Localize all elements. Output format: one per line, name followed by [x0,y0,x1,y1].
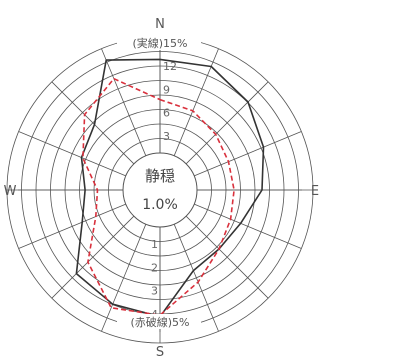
grid-spoke [185,215,269,299]
grid-spoke [51,215,135,299]
compass-south: S [156,345,164,360]
grid-spoke [101,224,147,332]
compass-north: N [155,17,165,32]
upper-tick-label: 12 [163,60,177,73]
calm-value: 1.0% [142,197,178,213]
grid-spoke [194,203,302,249]
grid-spoke [18,203,126,249]
grid-spoke [18,131,126,177]
calm-circle [122,152,198,228]
lower-tick-label: 3 [151,285,158,298]
upper-tick-label: 6 [163,107,170,120]
upper-unit-bg [117,35,201,50]
grid-spoke [194,131,302,177]
compass-east: E [311,184,319,199]
lower-tick-label: 2 [151,261,158,274]
compass-west: W [4,184,17,199]
lower-unit-bg [117,314,201,329]
grid-spoke [101,48,147,156]
lower-scale-unit: (赤破線)5% [130,315,189,329]
series-dashed-line [82,77,235,317]
lower-tick-label: 1 [151,238,158,251]
upper-tick-label: 3 [163,130,170,143]
grid-spoke [185,81,269,165]
calm-label: 静穏 [145,167,175,185]
grid-spoke [173,224,219,332]
upper-tick-label: 9 [163,83,170,96]
upper-scale-unit: (実線)15% [132,36,187,50]
grid-spoke [51,81,135,165]
